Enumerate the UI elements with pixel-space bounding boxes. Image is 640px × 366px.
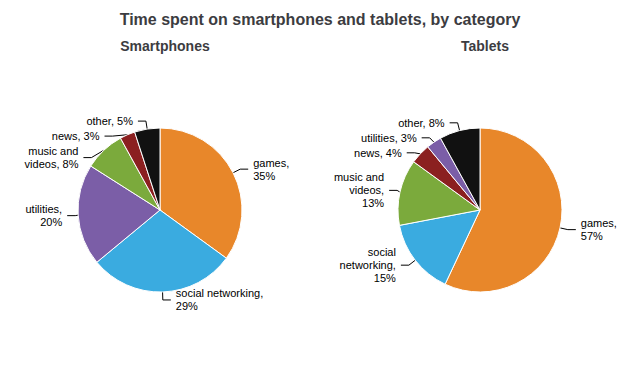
svg-text:utilities, 3%: utilities, 3% xyxy=(361,132,417,144)
svg-text:networking,: networking, xyxy=(340,259,396,271)
svg-text:15%: 15% xyxy=(374,272,396,284)
svg-text:utilities,: utilities, xyxy=(25,203,62,215)
svg-text:videos,: videos, xyxy=(349,184,384,196)
svg-text:Time spent on smartphones and: Time spent on smartphones and tablets, b… xyxy=(120,11,521,28)
svg-text:Tablets: Tablets xyxy=(461,38,509,54)
svg-text:news, 3%: news, 3% xyxy=(52,130,100,142)
svg-text:other, 5%: other, 5% xyxy=(86,115,133,127)
svg-text:music and: music and xyxy=(28,145,78,157)
svg-text:35%: 35% xyxy=(253,170,275,182)
svg-text:games,: games, xyxy=(581,217,617,229)
svg-text:57%: 57% xyxy=(581,230,603,242)
svg-text:Smartphones: Smartphones xyxy=(120,38,210,54)
svg-text:other, 8%: other, 8% xyxy=(398,117,445,129)
svg-text:social: social xyxy=(368,246,396,258)
svg-text:videos, 8%: videos, 8% xyxy=(25,158,79,170)
svg-text:music and: music and xyxy=(334,171,384,183)
svg-text:20%: 20% xyxy=(40,216,62,228)
svg-text:social networking,: social networking, xyxy=(176,287,263,299)
svg-text:13%: 13% xyxy=(362,197,384,209)
svg-text:29%: 29% xyxy=(176,300,198,312)
svg-text:news, 4%: news, 4% xyxy=(354,147,402,159)
svg-text:games,: games, xyxy=(253,157,289,169)
